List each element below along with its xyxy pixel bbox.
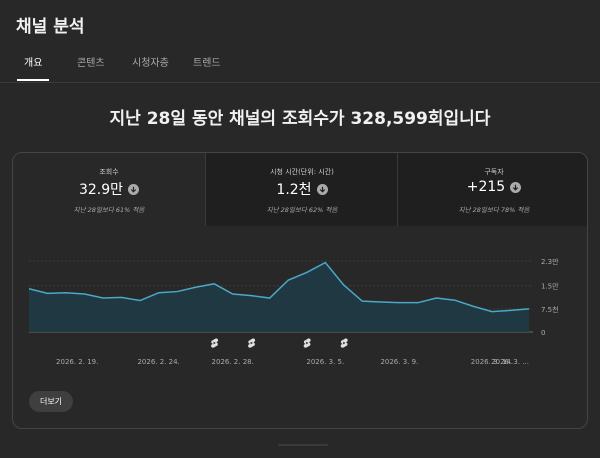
metric-tabs: 조회수 32.9만 지난 28일보다 61% 적음 시청 시간(단위: 시간) …: [13, 153, 587, 226]
shorts-icon: [340, 338, 348, 348]
y-tick-label: 0: [541, 329, 545, 337]
tab-content[interactable]: 콘텐츠: [77, 58, 105, 69]
metric-value-row: +215: [398, 179, 587, 195]
metric-value: 1.2천: [276, 182, 312, 198]
series-line: [28, 261, 530, 313]
metric-watch-time[interactable]: 시청 시간(단위: 시간) 1.2천 지난 28일보다 62% 적음: [205, 153, 397, 226]
shorts-icon: [211, 338, 219, 348]
metric-value-row: 1.2천: [206, 179, 398, 199]
metric-label: 조회수: [99, 168, 119, 176]
metric-value: +215: [466, 179, 506, 195]
shorts-icon: [303, 338, 311, 348]
x-tick-label: 2026. 2. 19.: [56, 358, 98, 366]
x-tick-label: 2026. 3. 9.: [380, 358, 418, 366]
tab-bar: 개요 콘텐츠 시청자층 트렌드: [0, 56, 600, 82]
scroll-indicator: [278, 444, 328, 446]
x-tick-label: 2026. 3. 14.: [471, 358, 513, 366]
page-title: 채널 분석: [16, 17, 85, 37]
tab-audience[interactable]: 시청자층: [132, 58, 169, 69]
views-chart[interactable]: 0 7.5천 1.5만 2.3만 2026. 2. 19. 2026. 2. 24. 202…: [13, 226, 588, 376]
active-tab-indicator: [17, 79, 49, 81]
y-tick-label: 7.5천: [541, 305, 559, 314]
metric-comparison: 지난 28일보다 61% 적음: [73, 206, 145, 214]
x-tick-label: 2026. 2. 28.: [212, 358, 254, 366]
summary-headline: 지난 28일 동안 채널의 조회수가 328,599회입니다: [109, 109, 491, 129]
metric-value-row: 32.9만: [13, 179, 205, 199]
metric-label: 시청 시간(단위: 시간): [270, 168, 334, 176]
metric-value: 32.9만: [78, 182, 124, 198]
header: 채널 분석 개요 콘텐츠 시청자층 트렌드: [0, 0, 600, 82]
header-divider: [0, 82, 600, 83]
arrow-down-icon: [510, 181, 522, 193]
metric-comparison: 지난 28일보다 62% 적음: [266, 206, 338, 214]
shorts-icon: [248, 338, 256, 348]
arrow-down-icon: [128, 183, 140, 195]
tab-trends[interactable]: 트렌드: [193, 58, 221, 69]
metric-subscribers[interactable]: 구독자 +215 지난 28일보다 78% 적음: [397, 153, 587, 226]
metric-label: 구독자: [484, 168, 504, 176]
see-more-button[interactable]: 더보기: [29, 391, 73, 412]
y-tick-label: 2.3만: [541, 257, 559, 266]
series-area: [29, 262, 529, 332]
tab-overview[interactable]: 개요: [24, 58, 43, 69]
x-tick-label: 2026. 3. 5.: [306, 358, 344, 366]
metric-comparison: 지난 28일보다 78% 적음: [458, 206, 530, 214]
metric-views[interactable]: 조회수 32.9만 지난 28일보다 61% 적음: [13, 153, 205, 226]
arrow-down-icon: [316, 183, 328, 195]
x-tick-label: 2026. 2. 24.: [137, 358, 179, 366]
y-tick-label: 1.5만: [541, 282, 559, 291]
analytics-card: 조회수 32.9만 지난 28일보다 61% 적음 시청 시간(단위: 시간) …: [12, 152, 588, 429]
x-tick-label: 2026. 3. ...: [491, 358, 529, 366]
